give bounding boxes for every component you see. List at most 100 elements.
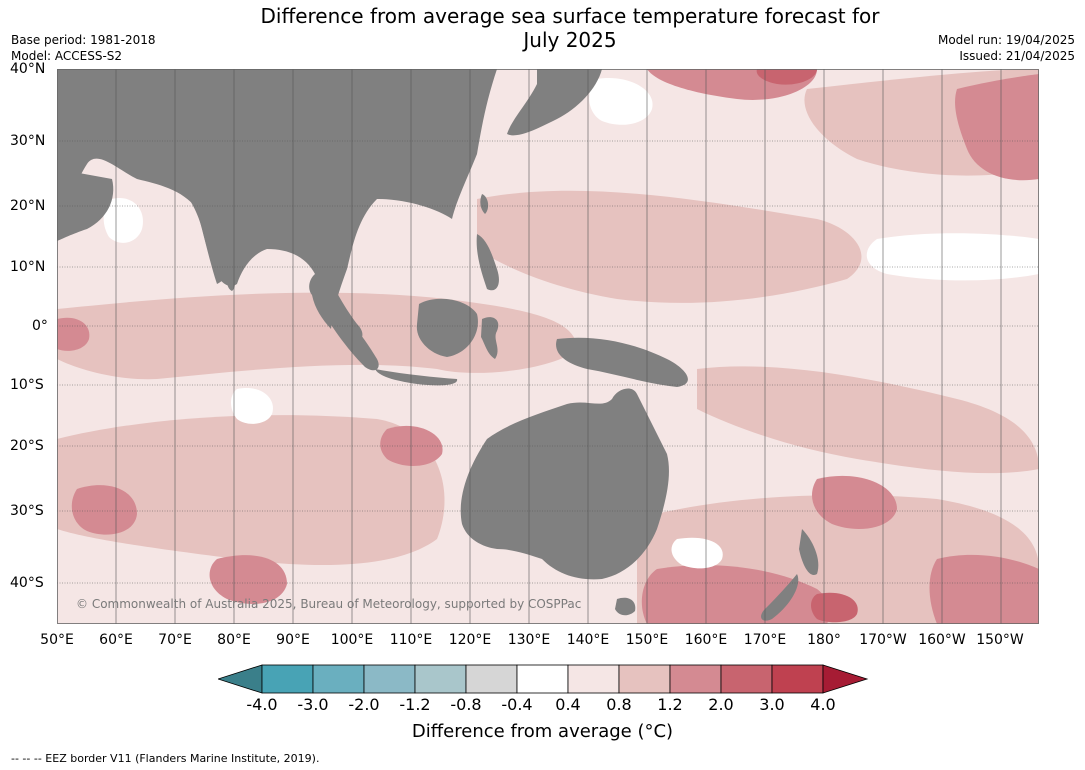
lon-label-90e: 90°E (276, 632, 310, 648)
lon-label-160e: 160°E (684, 632, 728, 648)
colorbar-cell (363, 664, 416, 694)
colorbar-cell (414, 664, 467, 694)
anomaly-region-near-zero (589, 78, 653, 125)
australia (460, 388, 669, 580)
lat-label-10n: 10°N (10, 259, 46, 275)
colorbar-tick: -0.4 (501, 695, 533, 714)
anomaly-region-very-strong (811, 592, 858, 623)
japan (507, 69, 602, 136)
colorbar-cell (516, 664, 569, 694)
colorbar-tick: 3.0 (759, 695, 785, 714)
anomaly-region-moderate (477, 190, 862, 303)
anomaly-region-moderate (697, 366, 1039, 474)
borneo (416, 298, 478, 357)
taiwan (480, 194, 489, 214)
lon-label-80e: 80°E (217, 632, 251, 648)
anomaly-region-strong (929, 554, 1039, 624)
lon-label-50e: 50°E (40, 632, 74, 648)
anomaly-region-strong (71, 485, 137, 535)
colorbar-tick: 0.4 (555, 695, 581, 714)
new-zealand-north (799, 529, 819, 575)
lon-label-170e: 170°E (743, 632, 787, 648)
base-period: Base period: 1981-2018 (11, 33, 156, 47)
malay-peninsula (325, 269, 363, 341)
lon-label-60e: 60°E (99, 632, 133, 648)
colorbar-cell (261, 664, 314, 694)
title-line-1: Difference from average sea surface temp… (260, 4, 880, 28)
lon-label-150e: 150°E (625, 632, 669, 648)
colorbar-cell (465, 664, 518, 694)
eez-footnote: -- -- -- EEZ border V11 (Flanders Marine… (11, 752, 320, 765)
colorbar-tick: 2.0 (708, 695, 734, 714)
title-line-2: July 2025 (523, 28, 617, 52)
lon-label-110e: 110°E (389, 632, 433, 648)
lon-label-180: 180° (807, 632, 841, 648)
lat-label-20n: 20°N (10, 198, 46, 214)
lat-label-equator: 0° (32, 318, 48, 334)
lat-label-30n: 30°N (10, 133, 46, 149)
lon-label-150w: 150°W (976, 632, 1024, 648)
copyright-notice: © Commonwealth of Australia 2025, Bureau… (76, 597, 582, 611)
anomaly-region-near-zero (671, 537, 723, 569)
colorbar-label: Difference from average (°C) (411, 721, 674, 742)
new-zealand-south (761, 574, 799, 621)
sumatra (319, 294, 379, 371)
colorbar-arrow-low (218, 664, 263, 694)
anomaly-region-very-strong (756, 69, 817, 85)
graticule (57, 69, 1039, 624)
lat-label-30s: 30°S (10, 503, 44, 519)
right-info: Model run: 19/04/2025 Issued: 21/04/2025 (938, 32, 1075, 64)
colorbar-tick: 1.2 (657, 695, 683, 714)
colorbar-cell (312, 664, 365, 694)
java (375, 369, 458, 386)
map-title: Difference from average sea surface temp… (220, 4, 920, 52)
colorbar-cell (567, 664, 620, 694)
lon-label-160w: 160°W (918, 632, 966, 648)
lon-label-140e: 140°E (566, 632, 610, 648)
colorbar-tick: -0.8 (450, 695, 482, 714)
colorbar-tick: -1.2 (399, 695, 431, 714)
issued-date: Issued: 21/04/2025 (959, 49, 1075, 63)
sst-anomaly-map (57, 69, 1039, 624)
lat-label-10s: 10°S (10, 377, 44, 393)
new-guinea (556, 337, 688, 387)
colorbar-tick: 4.0 (810, 695, 836, 714)
anomaly-region-strong (380, 425, 443, 466)
map-frame (57, 69, 1039, 624)
landmasses (57, 69, 819, 621)
lon-label-120e: 120°E (448, 632, 492, 648)
anomaly-region-strong (812, 475, 897, 529)
sulawesi (481, 317, 499, 359)
arabia-landmass (57, 169, 114, 241)
anomaly-region-near-zero (103, 198, 143, 243)
lat-label-40s: 40°S (10, 575, 44, 591)
left-info: Base period: 1981-2018 Model: ACCESS-S2 (11, 32, 156, 64)
model-name: Model: ACCESS-S2 (11, 49, 123, 63)
colorbar-tick: -2.0 (348, 695, 380, 714)
lon-label-130e: 130°E (507, 632, 551, 648)
anomaly-region-strong (209, 555, 287, 604)
colorbar (218, 664, 869, 694)
tasmania (615, 597, 636, 616)
lon-label-70e: 70°E (158, 632, 192, 648)
colorbar-tick: -3.0 (297, 695, 329, 714)
colorbar-cell (771, 664, 824, 694)
lat-label-20s: 20°S (10, 438, 44, 454)
colorbar-tick: 0.8 (606, 695, 632, 714)
lon-label-170w: 170°W (859, 632, 907, 648)
colorbar-cell (720, 664, 773, 694)
lat-label-40n: 40°N (10, 61, 46, 77)
colorbar-tick: -4.0 (246, 695, 278, 714)
anomaly-region-moderate (57, 415, 445, 565)
india-landmass (177, 184, 298, 284)
anomaly-region-near-zero (866, 233, 1039, 281)
anomaly-region-strong (955, 74, 1039, 181)
colorbar-arrow-high (822, 664, 869, 694)
anomaly-region-near-zero (231, 388, 273, 424)
philippines (476, 234, 499, 291)
model-run: Model run: 19/04/2025 (937, 33, 1075, 47)
lon-label-100e: 100°E (330, 632, 374, 648)
colorbar-cell (669, 664, 722, 694)
colorbar-cell (618, 664, 671, 694)
sri-lanka (226, 274, 235, 291)
